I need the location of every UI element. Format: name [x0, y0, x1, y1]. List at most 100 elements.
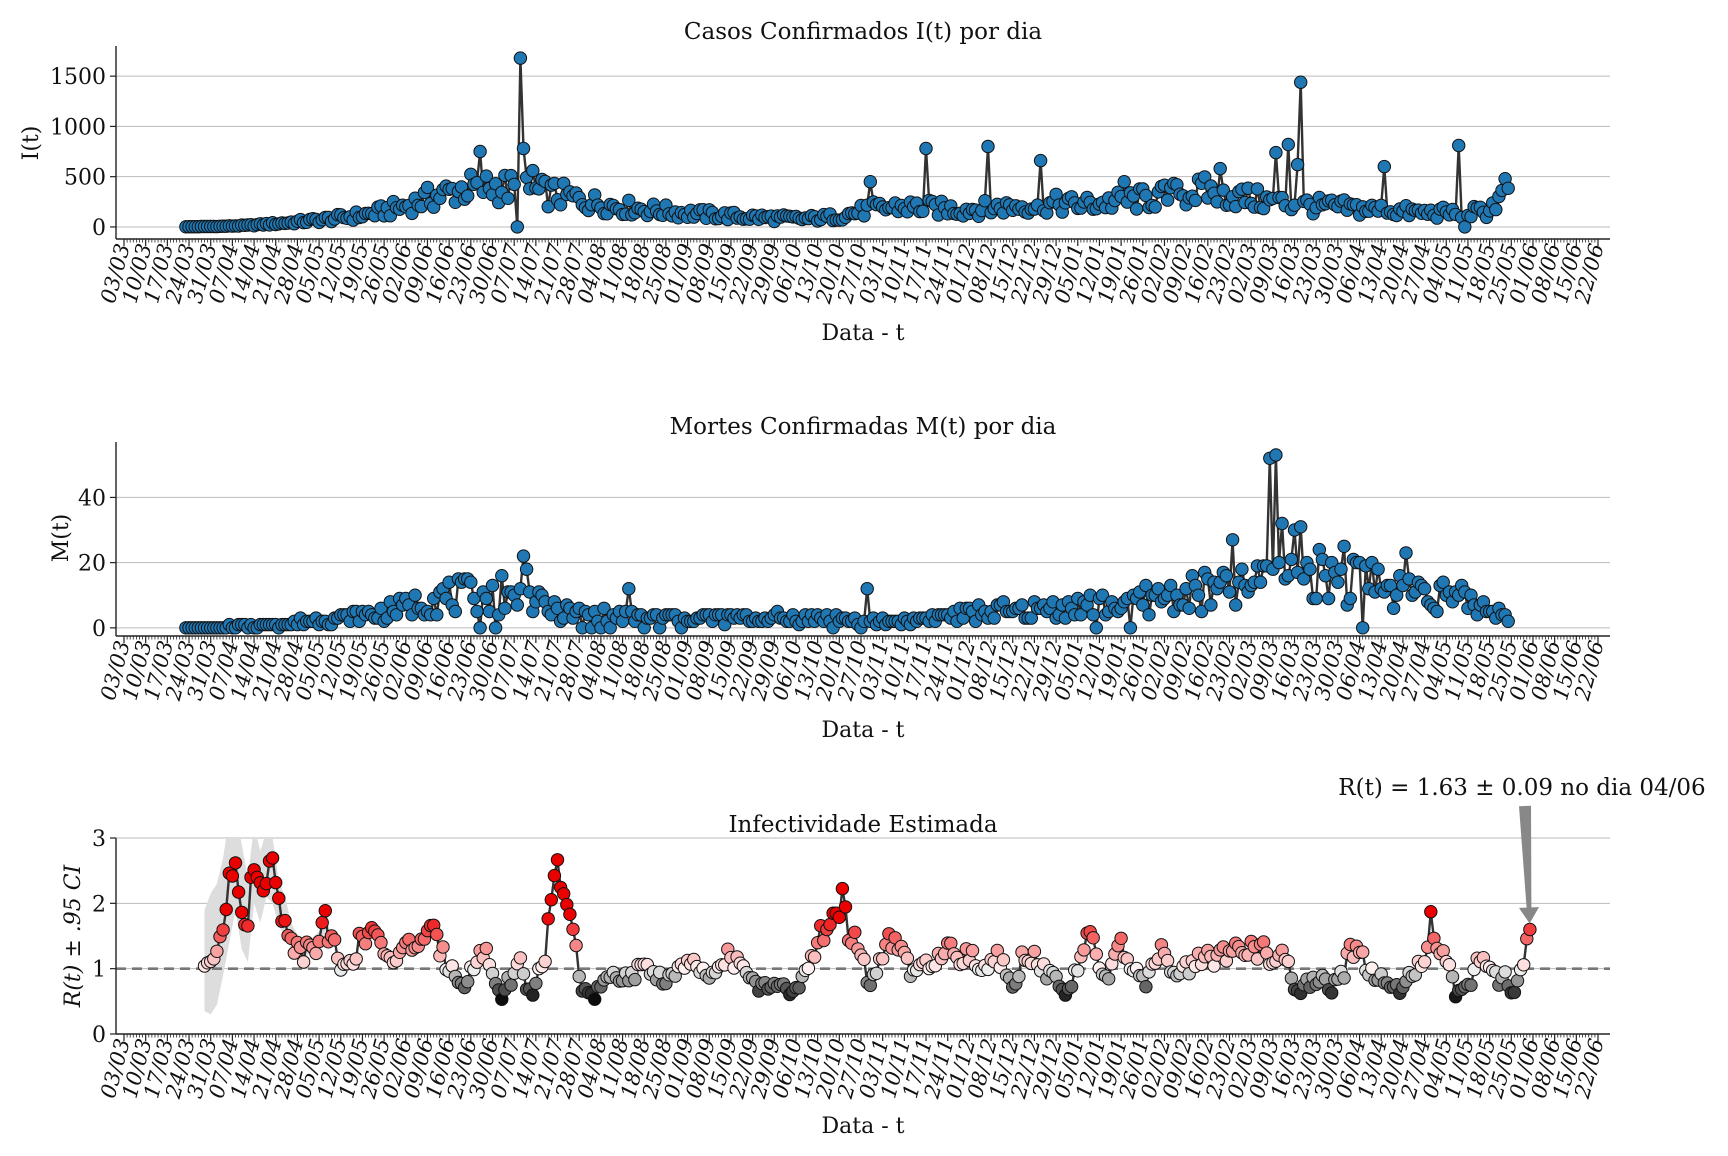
deaths-point — [1331, 575, 1345, 589]
deaths-point — [1297, 572, 1311, 586]
deaths-point — [1123, 621, 1138, 635]
rt-point — [1064, 979, 1079, 994]
rt-point — [1523, 922, 1537, 937]
cases-point — [1117, 175, 1131, 189]
rt-point — [628, 972, 642, 987]
rt-point — [216, 923, 230, 937]
y-tick-label: 500 — [64, 166, 106, 191]
deaths-point — [1386, 601, 1401, 615]
y-tick-label: 0 — [92, 617, 106, 642]
deaths-point — [1222, 585, 1237, 599]
rt-point — [1424, 905, 1438, 919]
rt-point — [569, 938, 583, 953]
cases-point — [1489, 202, 1503, 217]
rt-point — [1139, 980, 1153, 994]
deaths-point — [1204, 598, 1218, 612]
deaths-point — [1501, 614, 1515, 628]
rt-point — [210, 944, 224, 958]
deaths-point — [485, 578, 500, 593]
cases-point — [919, 141, 933, 156]
deaths-point — [1191, 588, 1206, 602]
cases-point — [1294, 75, 1308, 89]
deaths-point — [1430, 604, 1444, 619]
rt-point — [807, 950, 822, 964]
deaths-point — [1182, 601, 1196, 615]
rt-point — [538, 954, 552, 969]
cases-point — [863, 175, 877, 189]
rt-point — [327, 933, 342, 947]
deaths-point — [1015, 598, 1029, 612]
rt-point — [541, 912, 555, 926]
rt-point — [1517, 958, 1531, 972]
rt-point — [900, 951, 915, 965]
cases-point — [526, 163, 540, 178]
cases-point — [501, 191, 515, 206]
deaths-point — [860, 582, 874, 596]
rt-point — [436, 940, 450, 954]
rt-point — [1077, 943, 1091, 957]
cases-point — [1148, 200, 1162, 214]
deaths-point — [389, 608, 404, 622]
deaths-point — [374, 601, 388, 615]
rt-point — [241, 919, 255, 933]
deaths-point — [1436, 575, 1450, 589]
y-tick-label: 40 — [78, 486, 106, 511]
y-tick-label: 20 — [78, 552, 106, 577]
deaths-point — [1194, 604, 1209, 619]
rt-point — [1442, 958, 1457, 972]
rt-x-axis-label-text: Data - t — [822, 1114, 905, 1139]
deaths-point — [473, 621, 487, 635]
cases-point — [516, 141, 531, 156]
rt-point — [358, 937, 373, 951]
rt-point — [848, 925, 862, 939]
rt-x-axis-label: Data - t — [822, 1114, 905, 1139]
y-tick-label: 1 — [92, 958, 106, 983]
rt-point — [265, 851, 280, 865]
deaths-point — [1235, 562, 1249, 576]
deaths-point — [430, 608, 444, 622]
cases-point — [510, 220, 524, 234]
cases-point — [1216, 183, 1231, 197]
deaths-point — [448, 604, 462, 619]
deaths-point — [1253, 575, 1268, 589]
rt-points — [197, 851, 1537, 1006]
cases-point — [479, 169, 493, 183]
deaths-point — [510, 598, 524, 612]
rt-point — [1498, 965, 1512, 979]
annotation-arrow — [1519, 805, 1539, 924]
deaths-point — [1229, 598, 1243, 612]
cases-point — [553, 198, 568, 212]
rt-point — [1102, 972, 1116, 986]
rt-point — [544, 893, 558, 907]
rt-point — [1464, 978, 1478, 992]
deaths-point — [516, 549, 531, 563]
rt-point — [479, 941, 493, 956]
rt-point — [1086, 931, 1100, 945]
cases-point — [1213, 161, 1227, 176]
rt-point — [1445, 970, 1460, 984]
deaths-point — [597, 601, 611, 615]
deaths-point — [1225, 533, 1240, 547]
deaths-point — [1139, 578, 1153, 593]
cases-point — [420, 180, 435, 195]
deaths-point — [1219, 569, 1234, 583]
deaths-point — [1356, 621, 1370, 635]
rt-chart-title: Infectividade Estimada — [728, 812, 997, 838]
rt-point — [1337, 971, 1351, 985]
cases-gridlines — [116, 75, 1610, 228]
rt-point — [228, 856, 243, 870]
cases-point — [507, 177, 521, 192]
cases-point — [1269, 145, 1283, 160]
cases-point — [1129, 202, 1144, 216]
deaths-point — [1275, 516, 1289, 531]
cases-point — [1198, 170, 1212, 184]
rt-point — [225, 869, 240, 883]
deaths-x-axis-label: Data - t — [822, 718, 905, 743]
rt-point — [461, 975, 475, 989]
rt-y-ticks: 0 1 2 3 — [92, 827, 116, 1048]
deaths-points — [179, 448, 1515, 635]
rt-point — [1114, 931, 1128, 945]
rt-point — [857, 952, 871, 966]
rt-point — [792, 981, 806, 995]
deaths-chart-title: Mortes Confirmadas M(t) por dia — [670, 414, 1057, 440]
